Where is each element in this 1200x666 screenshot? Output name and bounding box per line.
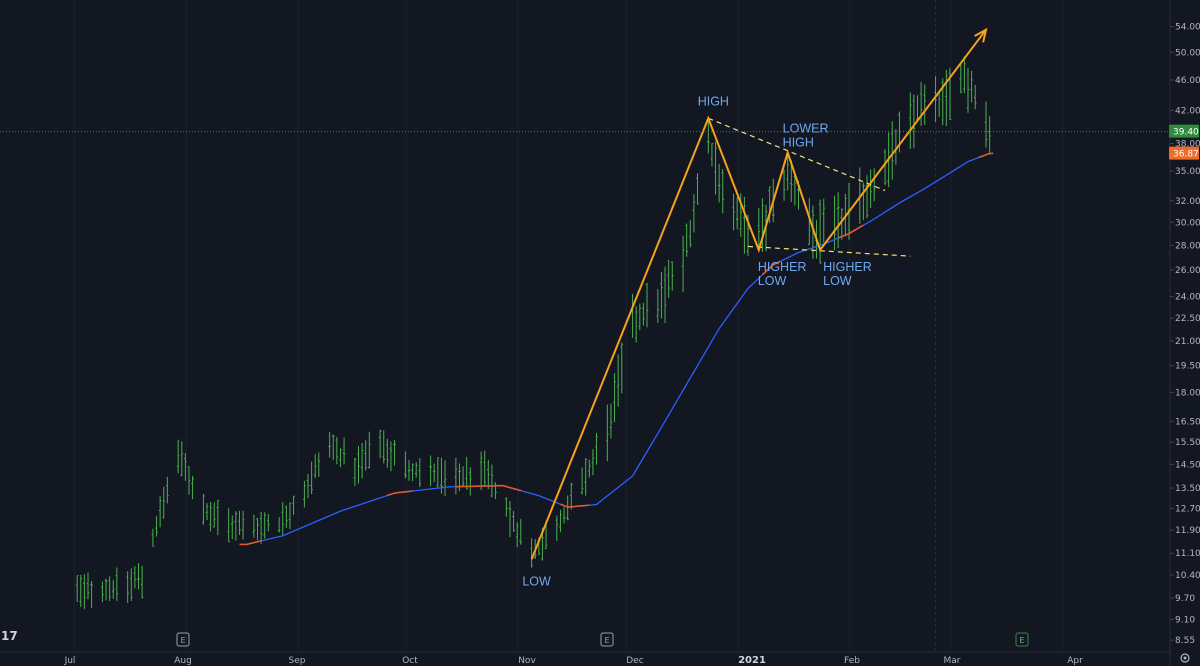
moving-average-value: 36.87 [1173,150,1199,160]
moving-average-segment [455,484,522,492]
pattern-zigzag-line [530,29,987,560]
moving-average [239,152,994,546]
y-tick-label: 12.70 [1175,504,1200,514]
moving-average-line [246,152,990,546]
y-tick-label: 30.00 [1175,218,1200,228]
earnings-event-label: E [180,636,185,645]
x-tick-label: Dec [626,656,643,666]
label-higher-low-2-line2: LOW [823,274,852,288]
label-higher-low-1-line1: HIGHER [758,260,807,274]
y-tick-label: 38.00 [1175,140,1200,150]
tradingview-logo-text: 17 [1,629,18,643]
label-higher-low-1-line2: LOW [758,274,787,288]
label-high: HIGH [698,94,729,108]
x-tick-label: Jul [64,656,76,666]
y-tick-label: 15.50 [1175,438,1200,448]
settings-gear-ring [1180,653,1190,663]
label-lower-high-line1: LOWER [783,121,829,135]
y-tick-label: 35.00 [1175,167,1200,177]
earnings-event-marker [176,632,190,647]
x-tick-label: 2021 [738,655,766,666]
x-tick-label: Sep [289,656,306,666]
y-tick-label: 24.00 [1175,293,1200,303]
y-tick-label: 9.10 [1175,615,1195,625]
y-tick-label: 32.00 [1175,197,1200,207]
y-tick-label: 13.50 [1175,484,1200,494]
moving-average-segment [837,224,864,239]
y-tick-label: 18.00 [1175,388,1200,398]
y-tick-label: 11.90 [1175,526,1200,536]
x-tick-label: Oct [402,656,418,666]
earnings-event-label: E [1019,636,1024,645]
label-higher-low-2-line1: HIGHER [823,260,872,274]
y-tick-label: 10.40 [1175,571,1200,581]
y-tick-label: 46.00 [1175,76,1200,86]
pattern-arrowhead [974,27,988,43]
moving-average-segment [387,490,413,497]
x-tick-label: Aug [174,656,192,666]
time-axis[interactable]: Jul Aug Sep Oct Nov Dec 2021 Feb Mar Apr [0,651,1170,666]
y-tick-label: 28.00 [1175,241,1200,251]
y-tick-label: 11.10 [1175,549,1200,559]
y-tick-label: 21.00 [1175,337,1200,347]
y-tick-label: 19.50 [1175,362,1200,372]
y-tick-label: 54.00 [1175,23,1200,33]
x-tick-label: Mar [944,656,961,666]
resistance-trend-line [708,117,886,192]
y-tick-label: 9.70 [1175,594,1195,604]
y-tick-label: 14.50 [1175,460,1200,470]
earnings-event-marker [600,632,614,647]
x-tick-label: Feb [844,656,860,666]
last-price-badge [1169,124,1199,138]
support-trend-line [747,245,911,257]
earnings-event-label: E [604,636,609,645]
settings-gear-hub [1183,656,1187,660]
y-tick-label: 26.00 [1175,266,1200,276]
y-tick-label: 50.00 [1175,48,1200,58]
settings-gear-icon[interactable] [1180,653,1190,663]
earnings-event-marker [1015,632,1029,647]
ohlc-bars [75,56,991,610]
y-tick-label: 42.00 [1175,106,1200,116]
last-price-value: 39.40 [1173,128,1199,138]
x-tick-label: Apr [1067,656,1083,666]
chart-overlay: E E E 17 [0,131,1170,647]
y-tick-label: 16.50 [1175,417,1200,427]
moving-average-segment [560,503,590,508]
label-lower-high-line2: HIGH [783,135,814,149]
moving-average-badge [1169,146,1199,160]
moving-average-segment [978,152,994,159]
moving-average-segment [239,540,262,546]
y-tick-label: 22.50 [1175,314,1200,324]
y-tick-label: 8.55 [1175,636,1195,646]
moving-average-segment [761,260,781,276]
price-axis[interactable]: 54.00 50.00 46.00 42.00 38.00 35.00 32.00 30.00… [1169,0,1200,666]
x-tick-label: Nov [518,656,536,666]
label-low: LOW [522,574,551,588]
